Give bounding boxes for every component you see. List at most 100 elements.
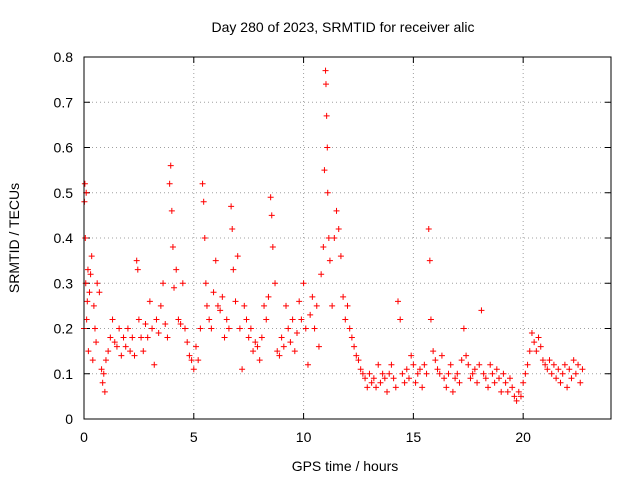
data-point <box>566 366 573 373</box>
data-point <box>502 379 509 386</box>
data-point <box>138 334 145 341</box>
data-point <box>550 361 557 368</box>
data-point <box>236 325 243 332</box>
data-point <box>506 375 513 382</box>
data-point <box>84 266 91 273</box>
data-point <box>559 370 566 377</box>
data-point <box>335 225 342 232</box>
plot-frame <box>83 56 612 420</box>
data-point <box>390 375 397 382</box>
data-point <box>370 375 377 382</box>
data-point <box>225 325 232 332</box>
data-point <box>192 343 199 350</box>
data-point <box>416 366 423 373</box>
data-point <box>487 361 494 368</box>
data-point <box>414 370 421 377</box>
data-point <box>200 198 207 205</box>
data-point <box>82 235 89 241</box>
data-point <box>124 325 131 332</box>
data-point <box>134 266 141 273</box>
data-point <box>166 180 173 187</box>
data-point <box>498 388 505 395</box>
data-point <box>232 298 239 305</box>
data-point <box>342 316 349 323</box>
data-points <box>81 67 586 404</box>
data-point <box>410 361 417 368</box>
data-point <box>186 352 193 359</box>
data-point <box>217 307 224 314</box>
data-point <box>553 375 560 382</box>
data-point <box>570 357 577 364</box>
data-point <box>517 393 524 400</box>
data-point <box>89 357 96 364</box>
data-point <box>293 330 300 337</box>
data-point <box>276 352 283 359</box>
data-point <box>522 370 529 377</box>
data-point <box>167 162 174 169</box>
data-point <box>381 375 388 382</box>
data-point <box>135 316 142 323</box>
data-point <box>269 244 276 251</box>
data-point <box>535 334 542 341</box>
data-point <box>452 375 459 382</box>
data-point <box>528 330 535 337</box>
data-point <box>513 397 520 404</box>
grid-lines <box>84 57 611 419</box>
data-point <box>287 339 294 346</box>
data-point <box>323 112 330 119</box>
data-point <box>122 343 129 350</box>
data-point <box>351 343 358 350</box>
data-point <box>245 334 252 341</box>
data-point <box>142 320 149 327</box>
data-point <box>177 320 184 327</box>
chart-title: Day 280 of 2023, SRMTID for receiver ali… <box>212 19 475 35</box>
data-point <box>309 293 316 300</box>
data-point <box>208 325 215 332</box>
data-point <box>454 370 461 377</box>
data-point <box>133 257 140 264</box>
data-point <box>322 81 329 88</box>
data-point <box>445 370 452 377</box>
x-tick-label: 20 <box>515 429 531 445</box>
data-point <box>243 316 250 323</box>
data-point <box>537 343 544 350</box>
data-point <box>348 334 355 341</box>
data-point <box>324 189 331 196</box>
data-point <box>423 370 430 377</box>
data-point <box>500 370 507 377</box>
data-point <box>307 311 314 318</box>
data-point <box>467 375 474 382</box>
data-point <box>384 388 391 395</box>
data-point <box>304 361 311 368</box>
data-point <box>485 384 492 391</box>
data-point <box>256 357 263 364</box>
data-point <box>313 302 320 309</box>
data-point <box>469 370 476 377</box>
data-point <box>86 289 93 296</box>
y-tick-label: 0.7 <box>54 94 74 110</box>
data-point <box>405 375 412 382</box>
data-point <box>577 379 584 386</box>
data-point <box>465 361 472 368</box>
y-axis-label: SRMTID / TECUs <box>6 183 22 293</box>
data-point <box>94 280 101 287</box>
data-point <box>91 325 98 332</box>
data-point <box>480 370 487 377</box>
data-point <box>531 339 538 346</box>
data-point <box>175 316 182 323</box>
x-axis-label: GPS time / hours <box>292 458 399 474</box>
data-point <box>373 384 380 391</box>
data-point <box>427 316 434 323</box>
data-point <box>179 280 186 287</box>
data-point <box>579 366 586 373</box>
data-point <box>252 339 259 346</box>
data-point <box>190 366 197 373</box>
data-point <box>214 302 221 309</box>
data-point <box>168 207 175 214</box>
data-point <box>105 348 112 355</box>
data-point <box>131 352 138 359</box>
data-point <box>548 370 555 377</box>
data-point <box>395 298 402 305</box>
data-point <box>458 357 465 364</box>
data-point <box>146 298 153 305</box>
